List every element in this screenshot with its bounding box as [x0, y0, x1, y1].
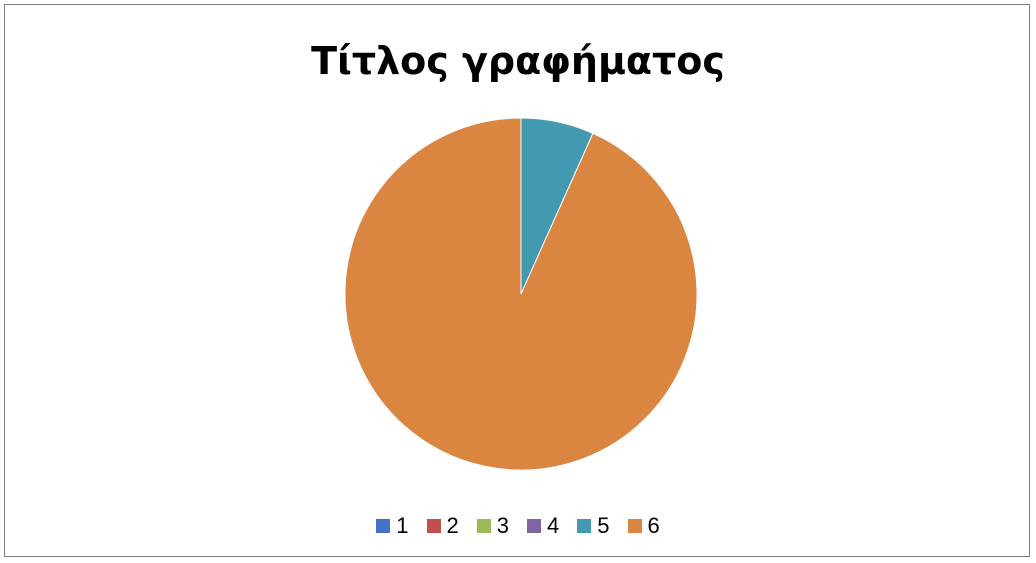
legend-item-1: 1 [376, 513, 409, 539]
legend-swatch [476, 519, 491, 533]
legend-label: 1 [396, 513, 409, 538]
legend-swatch [627, 519, 642, 533]
legend-label: 2 [446, 513, 459, 538]
pie-chart [344, 117, 698, 471]
chart-legend: 1 2 3 4 5 6 [5, 513, 1031, 539]
legend-swatch [577, 519, 592, 533]
legend-swatch [527, 519, 541, 533]
legend-label: 3 [496, 513, 509, 538]
pie-slice-6 [344, 117, 698, 471]
legend-item-5: 5 [577, 513, 610, 539]
legend-item-3: 3 [476, 513, 509, 539]
legend-item-2: 2 [426, 513, 459, 539]
legend-swatch [376, 519, 391, 533]
legend-label: 5 [597, 513, 610, 538]
legend-item-4: 4 [527, 513, 559, 539]
legend-item-6: 6 [627, 513, 660, 539]
legend-label: 4 [547, 513, 560, 538]
legend-swatch [426, 519, 441, 533]
chart-title: Τίτλος γραφήματος [311, 39, 725, 83]
legend-label: 6 [647, 513, 660, 538]
chart-area: Τίτλος γραφήματος 1 2 3 4 5 6 [4, 4, 1030, 557]
